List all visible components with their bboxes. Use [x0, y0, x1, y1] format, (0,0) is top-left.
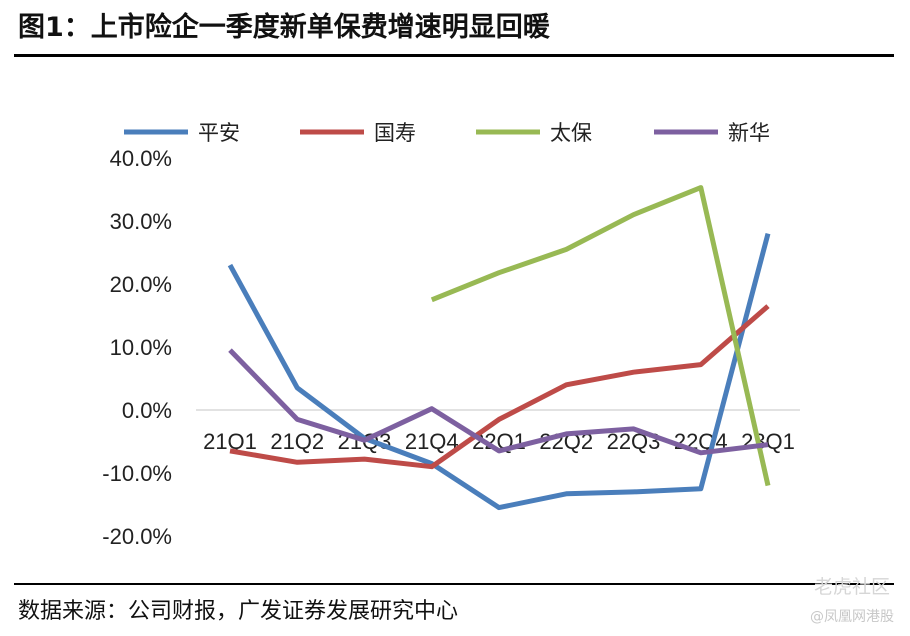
- y-tick-label: 30.0%: [110, 209, 172, 234]
- watermark-subtext: @凤凰网港股: [810, 609, 894, 625]
- legend-label: 太保: [550, 121, 592, 145]
- line-chart: -20.0% -10.0% 0.0% 10.0% 20.0% 30.0% 40.0% 21Q1…: [102, 121, 800, 549]
- x-tick-label: 23Q1: [741, 429, 795, 454]
- chart-title: 图1：上市险企一季度新单保费增速明显回暖: [18, 12, 550, 43]
- y-tick-label: -20.0%: [102, 524, 172, 549]
- x-tick-label: 21Q4: [405, 429, 459, 454]
- legend-label: 新华: [728, 121, 770, 145]
- y-tick-label: -10.0%: [102, 461, 172, 486]
- series-line-国寿: [229, 304, 770, 470]
- x-tick-label: 21Q2: [270, 429, 324, 454]
- series-line-新华: [228, 348, 769, 456]
- y-tick-label: 0.0%: [122, 398, 172, 423]
- legend-label: 平安: [198, 121, 240, 145]
- y-tick-label: 10.0%: [110, 335, 172, 360]
- series-line-太保: [430, 185, 771, 487]
- x-tick-label: 21Q1: [203, 429, 257, 454]
- y-tick-label: 20.0%: [110, 272, 172, 297]
- series-line-平安: [227, 232, 771, 511]
- legend-label: 国寿: [374, 121, 416, 145]
- y-tick-label: 40.0%: [110, 146, 172, 171]
- top-divider: [14, 54, 894, 57]
- bottom-divider: [14, 583, 894, 585]
- watermark-text: 老虎社区: [813, 576, 890, 598]
- data-source-note: 数据来源：公司财报，广发证券发展研究中心: [18, 599, 459, 624]
